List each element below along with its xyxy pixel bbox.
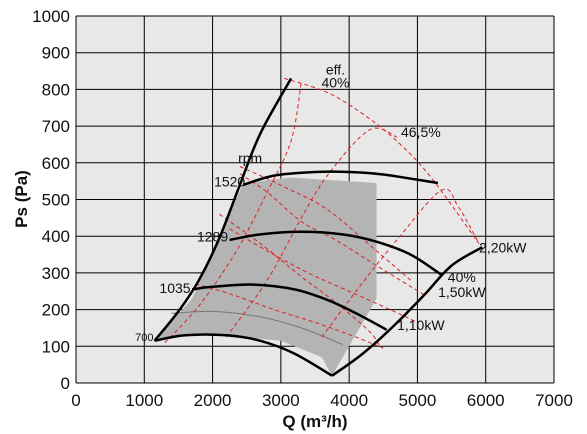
y-tick-labels: 0 100 200 300 400 500 600 700 800 900 1000 [32,7,70,393]
annotation-label: 1,10kW [397,317,445,333]
y-axis-title: Ps (Pa) [12,170,31,228]
boundary-right [331,246,483,377]
efficiency-curve [195,283,384,349]
boundary-left [153,77,293,342]
y-tick-label: 700 [42,117,70,136]
x-tick-label: 4000 [330,391,368,410]
annotation-label: 1520 [214,174,245,190]
y-tick-label: 600 [42,154,70,173]
annotation-label: 2,20kW [479,240,527,256]
y-tick-label: 1000 [32,7,70,26]
speed-curve-1035 [191,283,388,331]
x-tick-label: 7000 [535,391,573,410]
efficiency-curve [321,188,480,338]
y-tick-label: 0 [61,374,70,393]
thin-curve [171,310,343,345]
annotation-label: 700 [135,332,153,344]
annotation-label: 1,50kW [438,284,486,300]
annotations: eff.40%46,5%rpm1520128910357002,20kW40%1… [135,62,527,344]
x-axis-title: Q (m³/h) [282,412,347,431]
annotation-label: 1035 [159,280,190,296]
annotation-label: rpm [238,150,262,166]
annotation-label: 40% [448,269,476,285]
y-tick-label: 900 [42,44,70,63]
y-tick-label: 400 [42,227,70,246]
thin-curve-layer [171,310,343,345]
x-tick-label: 1000 [125,391,163,410]
x-tick-label: 3000 [262,391,300,410]
efficiency-curve [239,173,425,296]
y-tick-label: 300 [42,264,70,283]
operating-area [154,177,377,376]
system-boundaries [153,77,483,377]
y-tick-label: 500 [42,191,70,210]
efficiency-curve [229,228,418,323]
efficiency-curve [219,213,381,347]
annotation-label: 1289 [197,229,228,245]
speed-curve-700 [154,333,333,377]
x-tick-labels: 0 1000 2000 3000 4000 5000 6000 7000 [71,391,573,410]
annotation-label: 40% [321,75,349,91]
x-tick-label: 2000 [194,391,232,410]
speed-curve-1289 [229,230,442,276]
x-tick-label: 0 [71,391,80,410]
efficiency-curve [284,77,480,244]
y-tick-label: 100 [42,337,70,356]
efficiency-curve [239,166,411,281]
speed-curves [154,170,442,377]
speed-curve-1520 [242,170,439,186]
efficiency-curves [164,77,480,349]
y-tick-label: 200 [42,301,70,320]
x-tick-label: 5000 [399,391,437,410]
y-tick-label: 800 [42,80,70,99]
x-tick-label: 6000 [467,391,505,410]
annotation-label: eff. [326,62,345,78]
annotation-label: 46,5% [401,124,441,140]
